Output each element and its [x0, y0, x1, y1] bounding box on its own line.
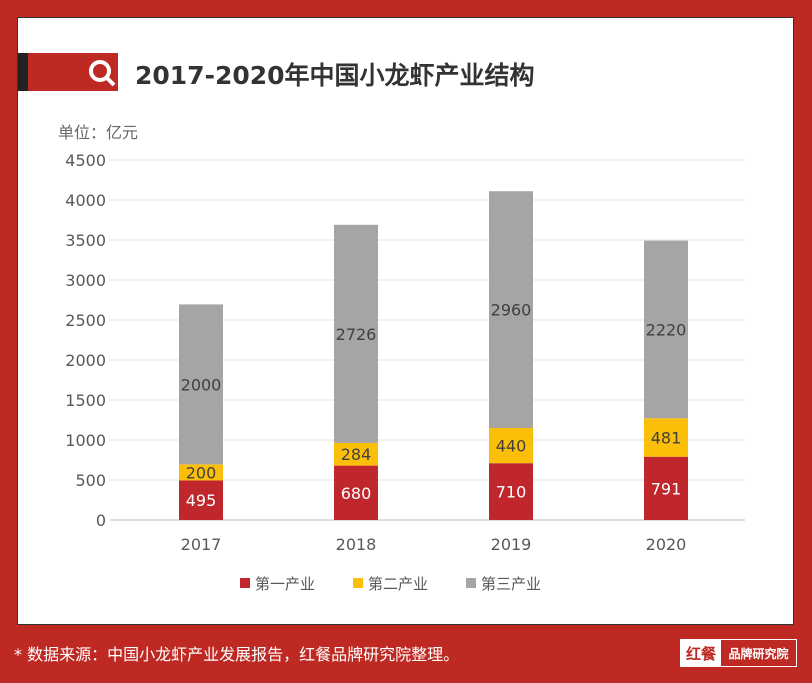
x-tick-label: 2017	[181, 535, 222, 554]
data-label: 440	[496, 437, 527, 456]
bar-segment	[334, 442, 378, 466]
data-label: 791	[651, 479, 682, 498]
y-tick-label: 500	[75, 471, 106, 490]
logo-text: 品牌研究院	[728, 646, 789, 661]
y-tick-label: 3000	[65, 271, 106, 290]
legend-swatch	[353, 578, 363, 588]
data-label: 2726	[336, 325, 377, 344]
bar-segment	[489, 428, 533, 464]
y-tick-label: 2500	[65, 311, 106, 330]
bar-segment	[644, 418, 688, 457]
bar-segment	[334, 465, 378, 520]
title-bar-accent	[18, 53, 118, 91]
bar-segment	[334, 224, 378, 443]
y-tick-label: 1500	[65, 391, 106, 410]
x-tick-label: 2018	[336, 535, 377, 554]
bar-segment	[179, 464, 223, 481]
legend-swatch	[240, 578, 250, 588]
data-label: 284	[341, 445, 372, 464]
data-label: 200	[186, 463, 217, 482]
data-label: 495	[186, 491, 217, 510]
data-label: 2000	[181, 375, 222, 394]
x-tick-label: 2020	[646, 535, 687, 554]
y-tick-label: 2000	[65, 351, 106, 370]
logo-mark: 红餐	[681, 640, 721, 666]
y-tick-label: 4000	[65, 191, 106, 210]
source-footnote: * 数据来源：中国小龙虾产业发展报告，红餐品牌研究院整理。	[14, 645, 460, 664]
brand-logo: 红餐 品牌研究院	[680, 639, 797, 667]
legend-label: 第三产业	[481, 575, 541, 593]
bar-segment	[644, 456, 688, 520]
data-label: 710	[496, 483, 527, 502]
x-tick-label: 2019	[491, 535, 532, 554]
bar-segment	[644, 240, 688, 419]
chart-title: 2017-2020年中国小龙虾产业结构	[135, 61, 535, 90]
y-tick-label: 3500	[65, 231, 106, 250]
y-tick-label: 1000	[65, 431, 106, 450]
data-label: 2220	[646, 320, 687, 339]
bar-segment	[179, 304, 223, 465]
data-label: 481	[651, 428, 682, 447]
legend-label: 第二产业	[368, 575, 428, 593]
bar-segment	[489, 463, 533, 520]
data-label: 2960	[491, 301, 532, 320]
bar-segment	[179, 480, 223, 520]
legend-label: 第一产业	[255, 575, 315, 593]
y-tick-label: 0	[96, 511, 106, 530]
search-icon	[89, 60, 116, 87]
y-tick-label: 4500	[65, 151, 106, 170]
unit-label: 单位：亿元	[58, 123, 139, 142]
legend-swatch	[466, 578, 476, 588]
data-label: 680	[341, 484, 372, 503]
bar-segment	[489, 191, 533, 428]
